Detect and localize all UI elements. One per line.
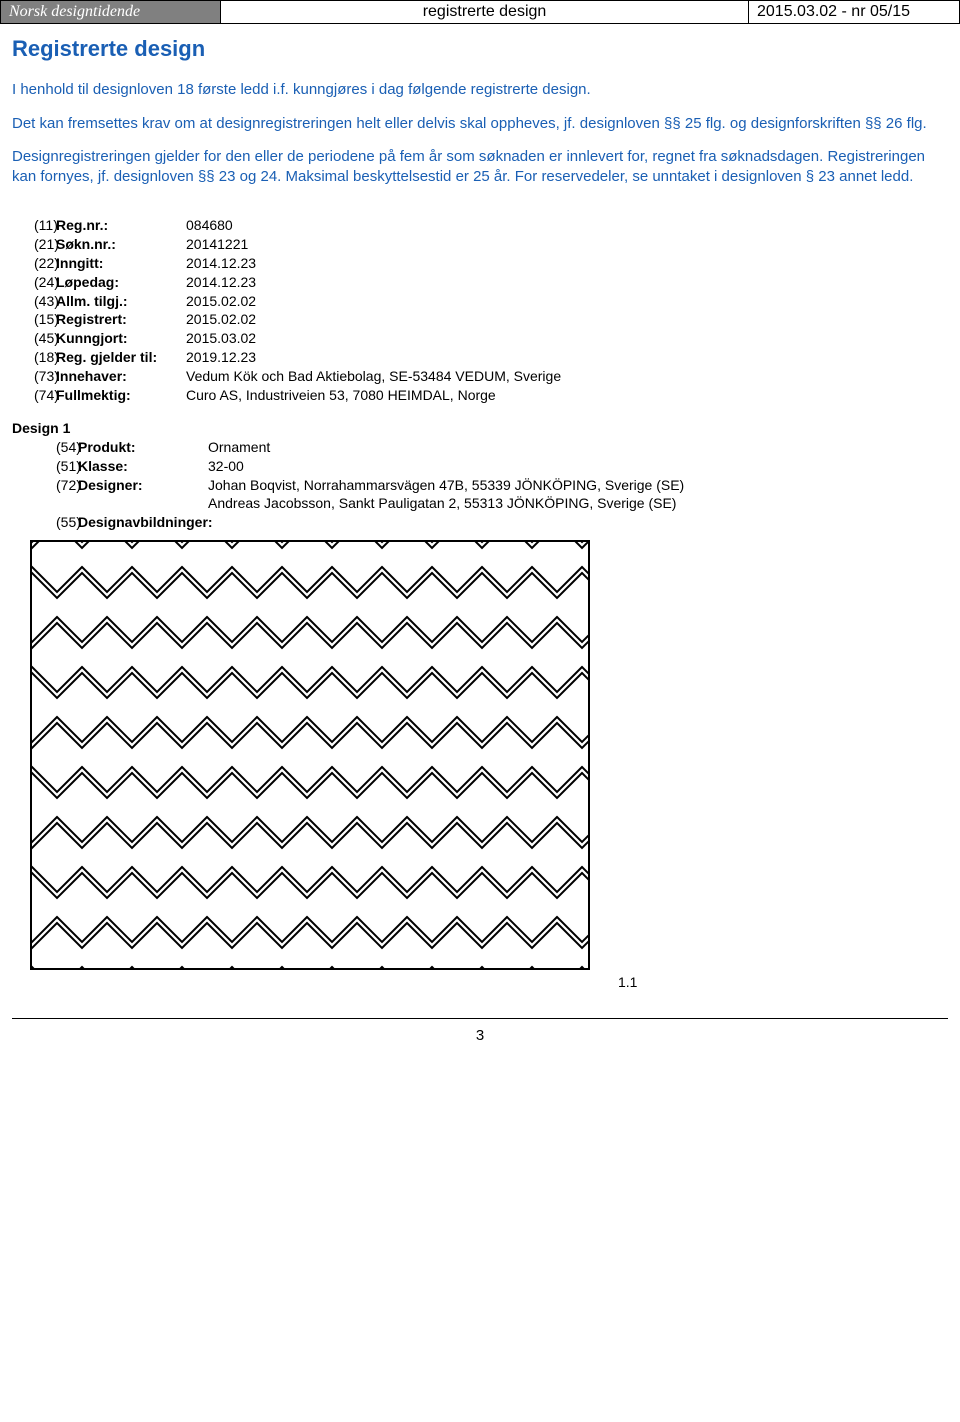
field-code: (21) [12, 235, 56, 254]
header-publication-name: Norsk designtidende [1, 1, 221, 23]
design-row: (51)Klasse:32-00 [12, 457, 948, 476]
field-row: (74)Fullmektig:Curo AS, Industriveien 53… [12, 386, 948, 405]
field-value: 2015.02.02 [186, 292, 948, 311]
design-row: (54)Produkt:Ornament [12, 438, 948, 457]
header-section-title: registrerte design [221, 1, 749, 23]
design-image-area: 1.1 [30, 540, 948, 990]
field-value: Johan Boqvist, Norrahammarsvägen 47B, 55… [208, 476, 948, 495]
field-row: (24)Løpedag:2014.12.23 [12, 273, 948, 292]
field-code: (45) [12, 329, 56, 348]
header-bar: Norsk designtidende registrerte design 2… [0, 0, 960, 24]
design-block: Design 1 (54)Produkt:Ornament(51)Klasse:… [12, 419, 948, 532]
image-caption: 1.1 [618, 974, 948, 990]
registration-fields: (11)Reg.nr.:084680(21)Søkn.nr.:20141221(… [12, 216, 948, 405]
field-label: Klasse: [78, 457, 208, 476]
field-row: (18)Reg. gjelder til:2019.12.23 [12, 348, 948, 367]
field-value: 2019.12.23 [186, 348, 948, 367]
field-label: Kunngjort: [56, 329, 186, 348]
field-row: (21)Søkn.nr.:20141221 [12, 235, 948, 254]
field-label: Fullmektig: [56, 386, 186, 405]
field-value: 2014.12.23 [186, 254, 948, 273]
field-code: (54) [12, 438, 78, 457]
field-code: (18) [12, 348, 56, 367]
design-images-row: (55) Designavbildninger: [12, 513, 948, 532]
ornament-svg [32, 542, 590, 970]
field-row: (11)Reg.nr.:084680 [12, 216, 948, 235]
page-content: Registrerte design I henhold til designl… [0, 24, 960, 990]
field-label: Designer: [78, 476, 208, 495]
field-label: Inngitt: [56, 254, 186, 273]
field-row: (22)Inngitt:2014.12.23 [12, 254, 948, 273]
header-issue: 2015.03.02 - nr 05/15 [749, 1, 959, 23]
field-value: 20141221 [186, 235, 948, 254]
intro-p2: Det kan fremsettes krav om at designregi… [12, 114, 948, 134]
field-code: (43) [12, 292, 56, 311]
field-code: (22) [12, 254, 56, 273]
field-code: (73) [12, 367, 56, 386]
field-label: Designavbildninger: [78, 513, 208, 532]
design-row: (72)Designer:Johan Boqvist, Norrahammars… [12, 476, 948, 495]
field-row: (73)Innehaver:Vedum Kök och Bad Aktiebol… [12, 367, 948, 386]
intro-p3: Designregistreringen gjelder for den ell… [12, 147, 948, 186]
design-rows: (54)Produkt:Ornament(51)Klasse:32-00(72)… [12, 438, 948, 495]
field-code: (72) [12, 476, 78, 495]
field-value: Vedum Kök och Bad Aktiebolag, SE-53484 V… [186, 367, 948, 386]
field-value: Curo AS, Industriveien 53, 7080 HEIMDAL,… [186, 386, 948, 405]
field-label: Løpedag: [56, 273, 186, 292]
field-code: (24) [12, 273, 56, 292]
field-row: (45)Kunngjort:2015.03.02 [12, 329, 948, 348]
field-value [208, 513, 948, 532]
design-heading: Design 1 [12, 419, 948, 438]
field-code: (15) [12, 310, 56, 329]
page-number: 3 [0, 1019, 960, 1058]
field-label: Reg. gjelder til: [56, 348, 186, 367]
field-code: (74) [12, 386, 56, 405]
field-value: 32-00 [208, 457, 948, 476]
field-label: Innehaver: [56, 367, 186, 386]
field-row: (43)Allm. tilgj.:2015.02.02 [12, 292, 948, 311]
field-value: 2015.03.02 [186, 329, 948, 348]
field-code: (51) [12, 457, 78, 476]
intro-p1: I henhold til designloven 18 første ledd… [12, 80, 948, 100]
field-row: (15)Registrert:2015.02.02 [12, 310, 948, 329]
field-label: Reg.nr.: [56, 216, 186, 235]
page-title: Registrerte design [12, 36, 948, 62]
field-label: Allm. tilgj.: [56, 292, 186, 311]
field-value: 2015.02.02 [186, 310, 948, 329]
field-label: Søkn.nr.: [56, 235, 186, 254]
ornament-pattern [30, 540, 590, 970]
designer-line2: Andreas Jacobsson, Sankt Pauligatan 2, 5… [12, 494, 948, 513]
intro-text: I henhold til designloven 18 første ledd… [12, 80, 948, 186]
field-value: Ornament [208, 438, 948, 457]
field-code: (11) [12, 216, 56, 235]
field-label: Registrert: [56, 310, 186, 329]
field-code: (55) [12, 513, 78, 532]
field-label: Produkt: [78, 438, 208, 457]
field-value: 084680 [186, 216, 948, 235]
field-value: 2014.12.23 [186, 273, 948, 292]
